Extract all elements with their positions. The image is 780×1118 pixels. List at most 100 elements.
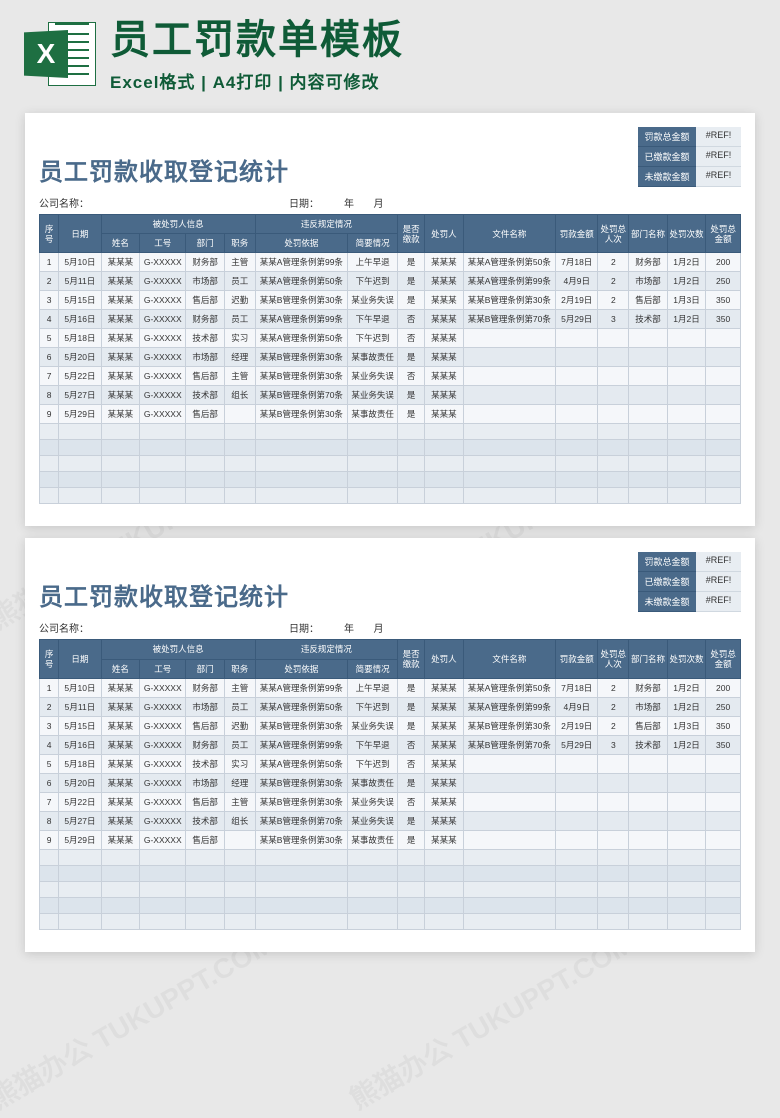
cell-seq: 6 (40, 348, 59, 367)
cell-detail: 上午早退 (348, 253, 398, 272)
cell-detail: 下午早退 (348, 735, 398, 754)
cell-count (598, 386, 629, 405)
cell-date: 5月20日 (59, 773, 101, 792)
cell-pos: 经理 (224, 348, 255, 367)
cell-dept2 (629, 754, 668, 773)
cell-amount (556, 792, 598, 811)
col-total: 处罚总金额 (706, 640, 741, 678)
col-position: 职务 (224, 234, 255, 253)
cell-amount: 5月29日 (556, 735, 598, 754)
cell-count: 2 (598, 253, 629, 272)
col-amount: 罚款金额 (556, 640, 598, 678)
cell-pn (667, 367, 706, 386)
cell-dept2 (629, 348, 668, 367)
cell-name: 某某某 (101, 716, 140, 735)
cell-amount: 2月19日 (556, 716, 598, 735)
cell-amount (556, 405, 598, 424)
cell-pn (667, 386, 706, 405)
summary-block: 罚款总金额#REF!已缴款金额#REF!未缴款金额#REF! (638, 127, 741, 187)
cell-name: 某某某 (101, 830, 140, 849)
col-doc: 文件名称 (463, 640, 555, 678)
col-yn: 是否缴款 (398, 640, 425, 678)
cell-id: G-XXXXX (140, 792, 186, 811)
cell-handler: 某某某 (425, 830, 464, 849)
cell-date: 5月11日 (59, 697, 101, 716)
cell-handler: 某某某 (425, 678, 464, 697)
cell-dept: 售后部 (186, 716, 225, 735)
summary-block: 罚款总金额#REF!已缴款金额#REF!未缴款金额#REF! (638, 552, 741, 612)
table-row: 55月18日某某某G-XXXXX技术部实习某某A管理条例第50条下午迟到否某某某 (40, 329, 741, 348)
cell-handler: 某某某 (425, 792, 464, 811)
cell-basis: 某某B管理条例第70条 (255, 386, 347, 405)
cell-dept2: 技术部 (629, 310, 668, 329)
cell-tot (706, 405, 741, 424)
summary-label: 已缴款金额 (638, 572, 696, 592)
cell-handler: 某某某 (425, 811, 464, 830)
cell-pn (667, 830, 706, 849)
cell-id: G-XXXXX (140, 735, 186, 754)
cell-detail: 下午迟到 (348, 329, 398, 348)
cell-amount (556, 367, 598, 386)
cell-detail: 下午早退 (348, 310, 398, 329)
cell-count (598, 811, 629, 830)
cell-count: 2 (598, 272, 629, 291)
cell-doc: 某某B管理条例第70条 (463, 310, 555, 329)
cell-count (598, 830, 629, 849)
cell-dept2 (629, 329, 668, 348)
col-name: 姓名 (101, 659, 140, 678)
cell-name: 某某某 (101, 773, 140, 792)
cell-pos: 主管 (224, 678, 255, 697)
col-amount: 罚款金额 (556, 215, 598, 253)
cell-id: G-XXXXX (140, 348, 186, 367)
col-handler: 处罚人 (425, 640, 464, 678)
cell-doc (463, 405, 555, 424)
cell-seq: 5 (40, 329, 59, 348)
col-date: 日期 (59, 640, 101, 678)
cell-pos: 组长 (224, 386, 255, 405)
cell-tot (706, 811, 741, 830)
cell-count (598, 792, 629, 811)
cell-id: G-XXXXX (140, 830, 186, 849)
table-row: 35月15日某某某G-XXXXX售后部迟勤某某B管理条例第30条某业务失误是某某… (40, 716, 741, 735)
cell-amount (556, 329, 598, 348)
col-pcount: 处罚次数 (667, 640, 706, 678)
cell-seq: 4 (40, 735, 59, 754)
cell-dept2: 售后部 (629, 291, 668, 310)
cell-seq: 1 (40, 253, 59, 272)
cell-seq: 7 (40, 792, 59, 811)
cell-id: G-XXXXX (140, 697, 186, 716)
table-row-empty (40, 865, 741, 881)
cell-name: 某某某 (101, 367, 140, 386)
worksheet-page: 员工罚款收取登记统计 罚款总金额#REF!已缴款金额#REF!未缴款金额#REF… (25, 113, 755, 526)
cell-yn: 否 (398, 329, 425, 348)
cell-seq: 9 (40, 405, 59, 424)
cell-pn: 1月2日 (667, 310, 706, 329)
cell-basis: 某某A管理条例第99条 (255, 310, 347, 329)
table-row: 85月27日某某某G-XXXXX技术部组长某某B管理条例第70条某业务失误是某某… (40, 386, 741, 405)
cell-count (598, 773, 629, 792)
cell-date: 5月18日 (59, 754, 101, 773)
cell-dept2: 技术部 (629, 735, 668, 754)
col-handler: 处罚人 (425, 215, 464, 253)
table-row: 15月10日某某某G-XXXXX财务部主管某某A管理条例第99条上午早退是某某某… (40, 678, 741, 697)
cell-name: 某某某 (101, 792, 140, 811)
cell-dept2: 售后部 (629, 716, 668, 735)
cell-detail: 下午迟到 (348, 272, 398, 291)
col-position: 职务 (224, 659, 255, 678)
cell-basis: 某某A管理条例第50条 (255, 754, 347, 773)
col-violation-group: 违反规定情况 (255, 640, 398, 659)
cell-basis: 某某B管理条例第30条 (255, 830, 347, 849)
cell-dept: 售后部 (186, 405, 225, 424)
cell-yn: 是 (398, 697, 425, 716)
cell-pn (667, 773, 706, 792)
cell-dept: 售后部 (186, 367, 225, 386)
cell-doc (463, 773, 555, 792)
cell-amount: 4月9日 (556, 697, 598, 716)
cell-name: 某某某 (101, 291, 140, 310)
cell-basis: 某某B管理条例第30条 (255, 716, 347, 735)
cell-basis: 某某A管理条例第99条 (255, 253, 347, 272)
cell-pos: 实习 (224, 754, 255, 773)
cell-count: 2 (598, 678, 629, 697)
cell-date: 5月16日 (59, 735, 101, 754)
cell-pos: 员工 (224, 697, 255, 716)
